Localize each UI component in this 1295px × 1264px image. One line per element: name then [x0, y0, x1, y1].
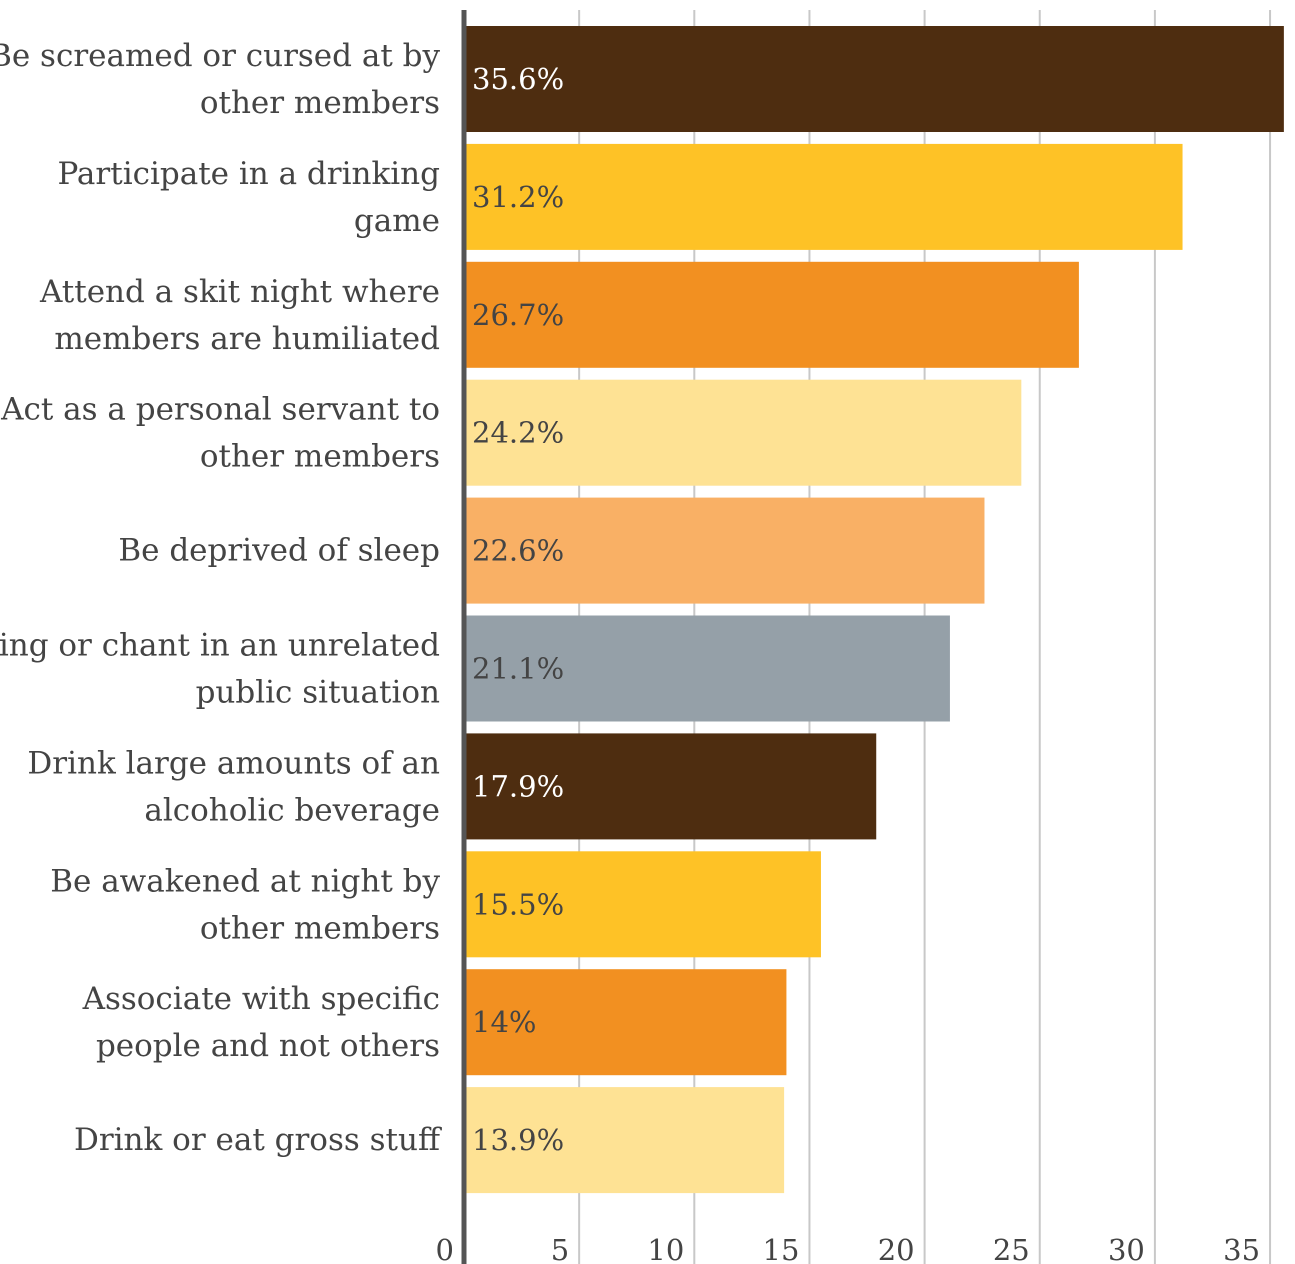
category-label-8-line-2: other members — [200, 910, 440, 946]
data-label-7: 17.9% — [472, 769, 564, 803]
bar-2 — [464, 143, 1183, 250]
category-label-3-line-1: Attend a skit night where — [39, 274, 440, 310]
bar-8 — [464, 851, 821, 958]
x-tick-label-35: 35 — [1223, 1233, 1260, 1264]
data-label-2: 31.2% — [472, 180, 564, 214]
category-label-1-line-2: other members — [200, 85, 440, 121]
data-label-4: 24.2% — [472, 416, 564, 450]
category-label-3-line-2: members are humiliated — [54, 321, 440, 357]
category-label-4-line-1: Act as a personal servant to — [0, 392, 440, 428]
data-label-3: 26.7% — [472, 298, 564, 332]
bar-10 — [464, 1087, 785, 1194]
category-label-6-line-1: Sing or chant in an unrelated — [0, 628, 440, 664]
x-tick-label-10: 10 — [647, 1233, 684, 1264]
data-label-10: 13.9% — [472, 1123, 564, 1157]
bar-6 — [464, 615, 950, 722]
category-label-2-line-2: game — [354, 203, 440, 239]
bar-3 — [464, 261, 1079, 368]
bar-9 — [464, 969, 787, 1076]
bar-4 — [464, 379, 1022, 486]
category-labels: Be screamed or cursed at by other members… — [0, 38, 442, 1158]
data-label-9: 14% — [472, 1005, 536, 1039]
bars: 35.6% 31.2% 26.7% 24.2% 22.6% 21.1% 17.9% 15.5%… — [464, 26, 1284, 1194]
category-label-8-line-1: Be awakened at night by — [50, 863, 440, 899]
x-tick-label-25: 25 — [993, 1233, 1030, 1264]
x-tick-label-5: 5 — [551, 1233, 569, 1264]
bar-7 — [464, 733, 877, 840]
category-label-5: Be deprived of sleep — [118, 533, 440, 569]
category-label-6-line-2: public situation — [196, 675, 440, 711]
x-axis-ticks: 0 5 10 15 20 25 30 35 — [436, 1233, 1261, 1264]
category-label-10: Drink or eat gross stuff — [74, 1122, 442, 1158]
x-tick-label-20: 20 — [878, 1233, 915, 1264]
category-label-9-line-2: people and not others — [96, 1028, 440, 1064]
bar-5 — [464, 497, 985, 604]
category-label-7-line-2: alcoholic beverage — [144, 792, 440, 828]
x-tick-label-0: 0 — [436, 1233, 454, 1264]
data-label-6: 21.1% — [472, 652, 564, 686]
category-label-4-line-2: other members — [200, 439, 440, 475]
category-label-7-line-1: Drink large amounts of an — [27, 745, 440, 781]
category-label-1-line-1: Be screamed or cursed at by — [0, 38, 440, 74]
data-label-8: 15.5% — [472, 887, 564, 921]
data-label-5: 22.6% — [472, 534, 564, 568]
category-label-9-line-1: Associate with specific — [82, 981, 440, 1017]
data-label-1: 35.6% — [472, 62, 564, 96]
bar-1 — [464, 26, 1284, 132]
category-label-2-line-1: Participate in a drinking — [57, 156, 440, 192]
x-tick-label-15: 15 — [763, 1233, 800, 1264]
x-tick-label-30: 30 — [1108, 1233, 1145, 1264]
